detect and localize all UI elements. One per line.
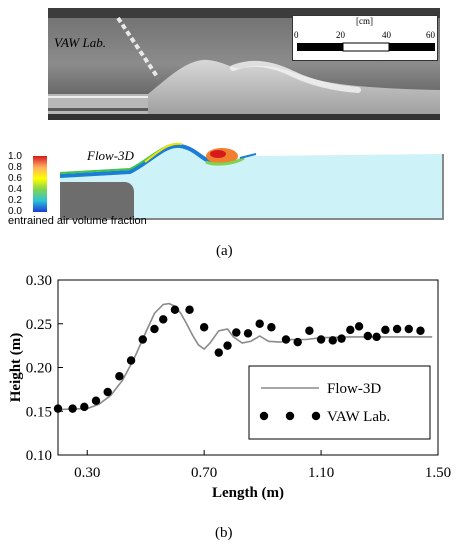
chart-legend: Flow-3D VAW Lab. xyxy=(248,365,431,440)
vaw-lab-point xyxy=(80,402,89,412)
vaw-lab-point xyxy=(170,305,180,314)
simulation-graphic xyxy=(33,142,444,220)
caption-a: (a) xyxy=(216,243,233,259)
vaw-lab-point xyxy=(255,319,264,328)
vaw-lab-point xyxy=(68,404,77,413)
vaw-lab-point xyxy=(346,325,355,335)
legend-label-flow3d: Flow-3D xyxy=(327,381,381,397)
height-profile-chart: 0.10 0.15 0.20 0.25 0.30 0.30 0.70 1.10 1.50 Flo… xyxy=(8,273,451,501)
x-axis-label: Length (m) xyxy=(212,485,284,501)
vaw-lab-point xyxy=(293,337,302,347)
caption-b: (b) xyxy=(215,525,233,541)
legend-swatch-vaw-lab xyxy=(259,411,269,421)
vaw-lab-point xyxy=(126,356,136,365)
scale-tick-label: 40 xyxy=(382,30,391,40)
vaw-lab-point xyxy=(328,336,337,345)
vaw-lab-point xyxy=(232,328,241,337)
scale-bar xyxy=(292,15,438,61)
photo-label: VAW Lab. xyxy=(54,35,106,50)
y-tick-label: 0.30 xyxy=(26,273,52,289)
y-tick-label: 0.20 xyxy=(26,361,52,377)
flow3d-line xyxy=(57,302,433,411)
vaw-lab-point xyxy=(91,396,101,405)
chart-axes: 0.10 0.15 0.20 0.25 0.30 0.30 0.70 1.10 1.50 xyxy=(26,273,451,481)
legend-swatch-vaw-lab xyxy=(311,411,321,421)
vaw-lab-point xyxy=(392,324,402,334)
x-tick-label: 0.70 xyxy=(191,465,217,481)
vaw-lab-point xyxy=(159,315,168,324)
legend-box xyxy=(248,365,431,440)
vaw-lab-point xyxy=(223,341,232,350)
x-tick-label: 1.50 xyxy=(425,465,451,481)
vaw-lab-point xyxy=(337,334,346,343)
vaw-lab-point xyxy=(53,404,63,413)
vaw-lab-point xyxy=(138,335,147,344)
vaw-lab-series xyxy=(53,305,425,413)
vaw-lab-point xyxy=(305,326,314,335)
colorbar-tick-label: 0.0 xyxy=(8,206,22,217)
vaw-lab-point xyxy=(267,323,276,332)
vaw-lab-point xyxy=(372,332,381,342)
vaw-lab-point xyxy=(199,323,209,332)
colorbar-tick-label: 0.6 xyxy=(8,173,22,184)
colorbar-tick-label: 0.2 xyxy=(8,195,22,206)
y-axis-label: Height (m) xyxy=(8,333,24,403)
y-tick-label: 0.15 xyxy=(26,404,52,420)
vaw-lab-point xyxy=(354,322,364,331)
vaw-lab-point xyxy=(243,329,253,338)
vaw-lab-point xyxy=(381,325,390,335)
simulation-render xyxy=(0,132,458,232)
colorbar-tick-label: 1.0 xyxy=(8,151,22,162)
vaw-lab-point xyxy=(363,331,373,341)
y-tick-label: 0.10 xyxy=(26,448,52,464)
vaw-lab-point xyxy=(214,348,223,357)
vaw-lab-point xyxy=(316,335,326,344)
x-tick-label: 1.10 xyxy=(308,465,334,481)
scale-tick-label: 0 xyxy=(294,30,299,40)
vaw-lab-point xyxy=(404,324,413,334)
vaw-lab-point xyxy=(115,372,124,381)
flow3d-series xyxy=(57,302,433,411)
x-tick-label: 0.30 xyxy=(74,465,100,481)
colorbar-title: entrained air volume fraction xyxy=(8,215,147,227)
legend-label-vaw-lab: VAW Lab. xyxy=(327,409,390,425)
vaw-lab-point xyxy=(416,326,425,335)
scale-bar-graphic xyxy=(297,42,435,52)
chart-labels: Length (m) Height (m) xyxy=(8,333,284,501)
scale-tick-label: 60 xyxy=(426,30,435,40)
colorbar-tick-label: 0.8 xyxy=(8,162,22,173)
colorbar-tick-label: 0.4 xyxy=(8,184,22,195)
vaw-lab-point xyxy=(103,387,112,397)
vaw-lab-point xyxy=(150,324,159,334)
vaw-lab-point xyxy=(281,335,291,344)
scale-unit: [cm] xyxy=(356,16,373,26)
vaw-lab-point xyxy=(185,305,194,314)
scale-tick-label: 20 xyxy=(336,30,345,40)
legend-swatch-vaw-lab xyxy=(285,411,295,421)
y-tick-label: 0.25 xyxy=(26,317,52,333)
simulation-label: Flow-3D xyxy=(87,148,134,163)
